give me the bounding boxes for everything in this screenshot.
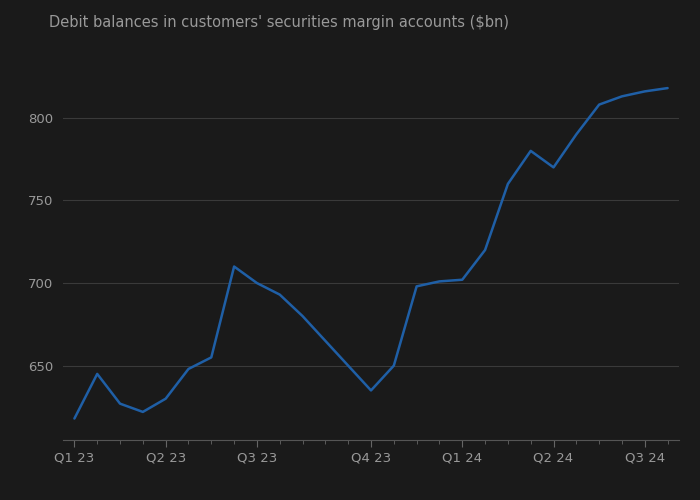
Text: Debit balances in customers' securities margin accounts ($bn): Debit balances in customers' securities … [49, 15, 509, 30]
